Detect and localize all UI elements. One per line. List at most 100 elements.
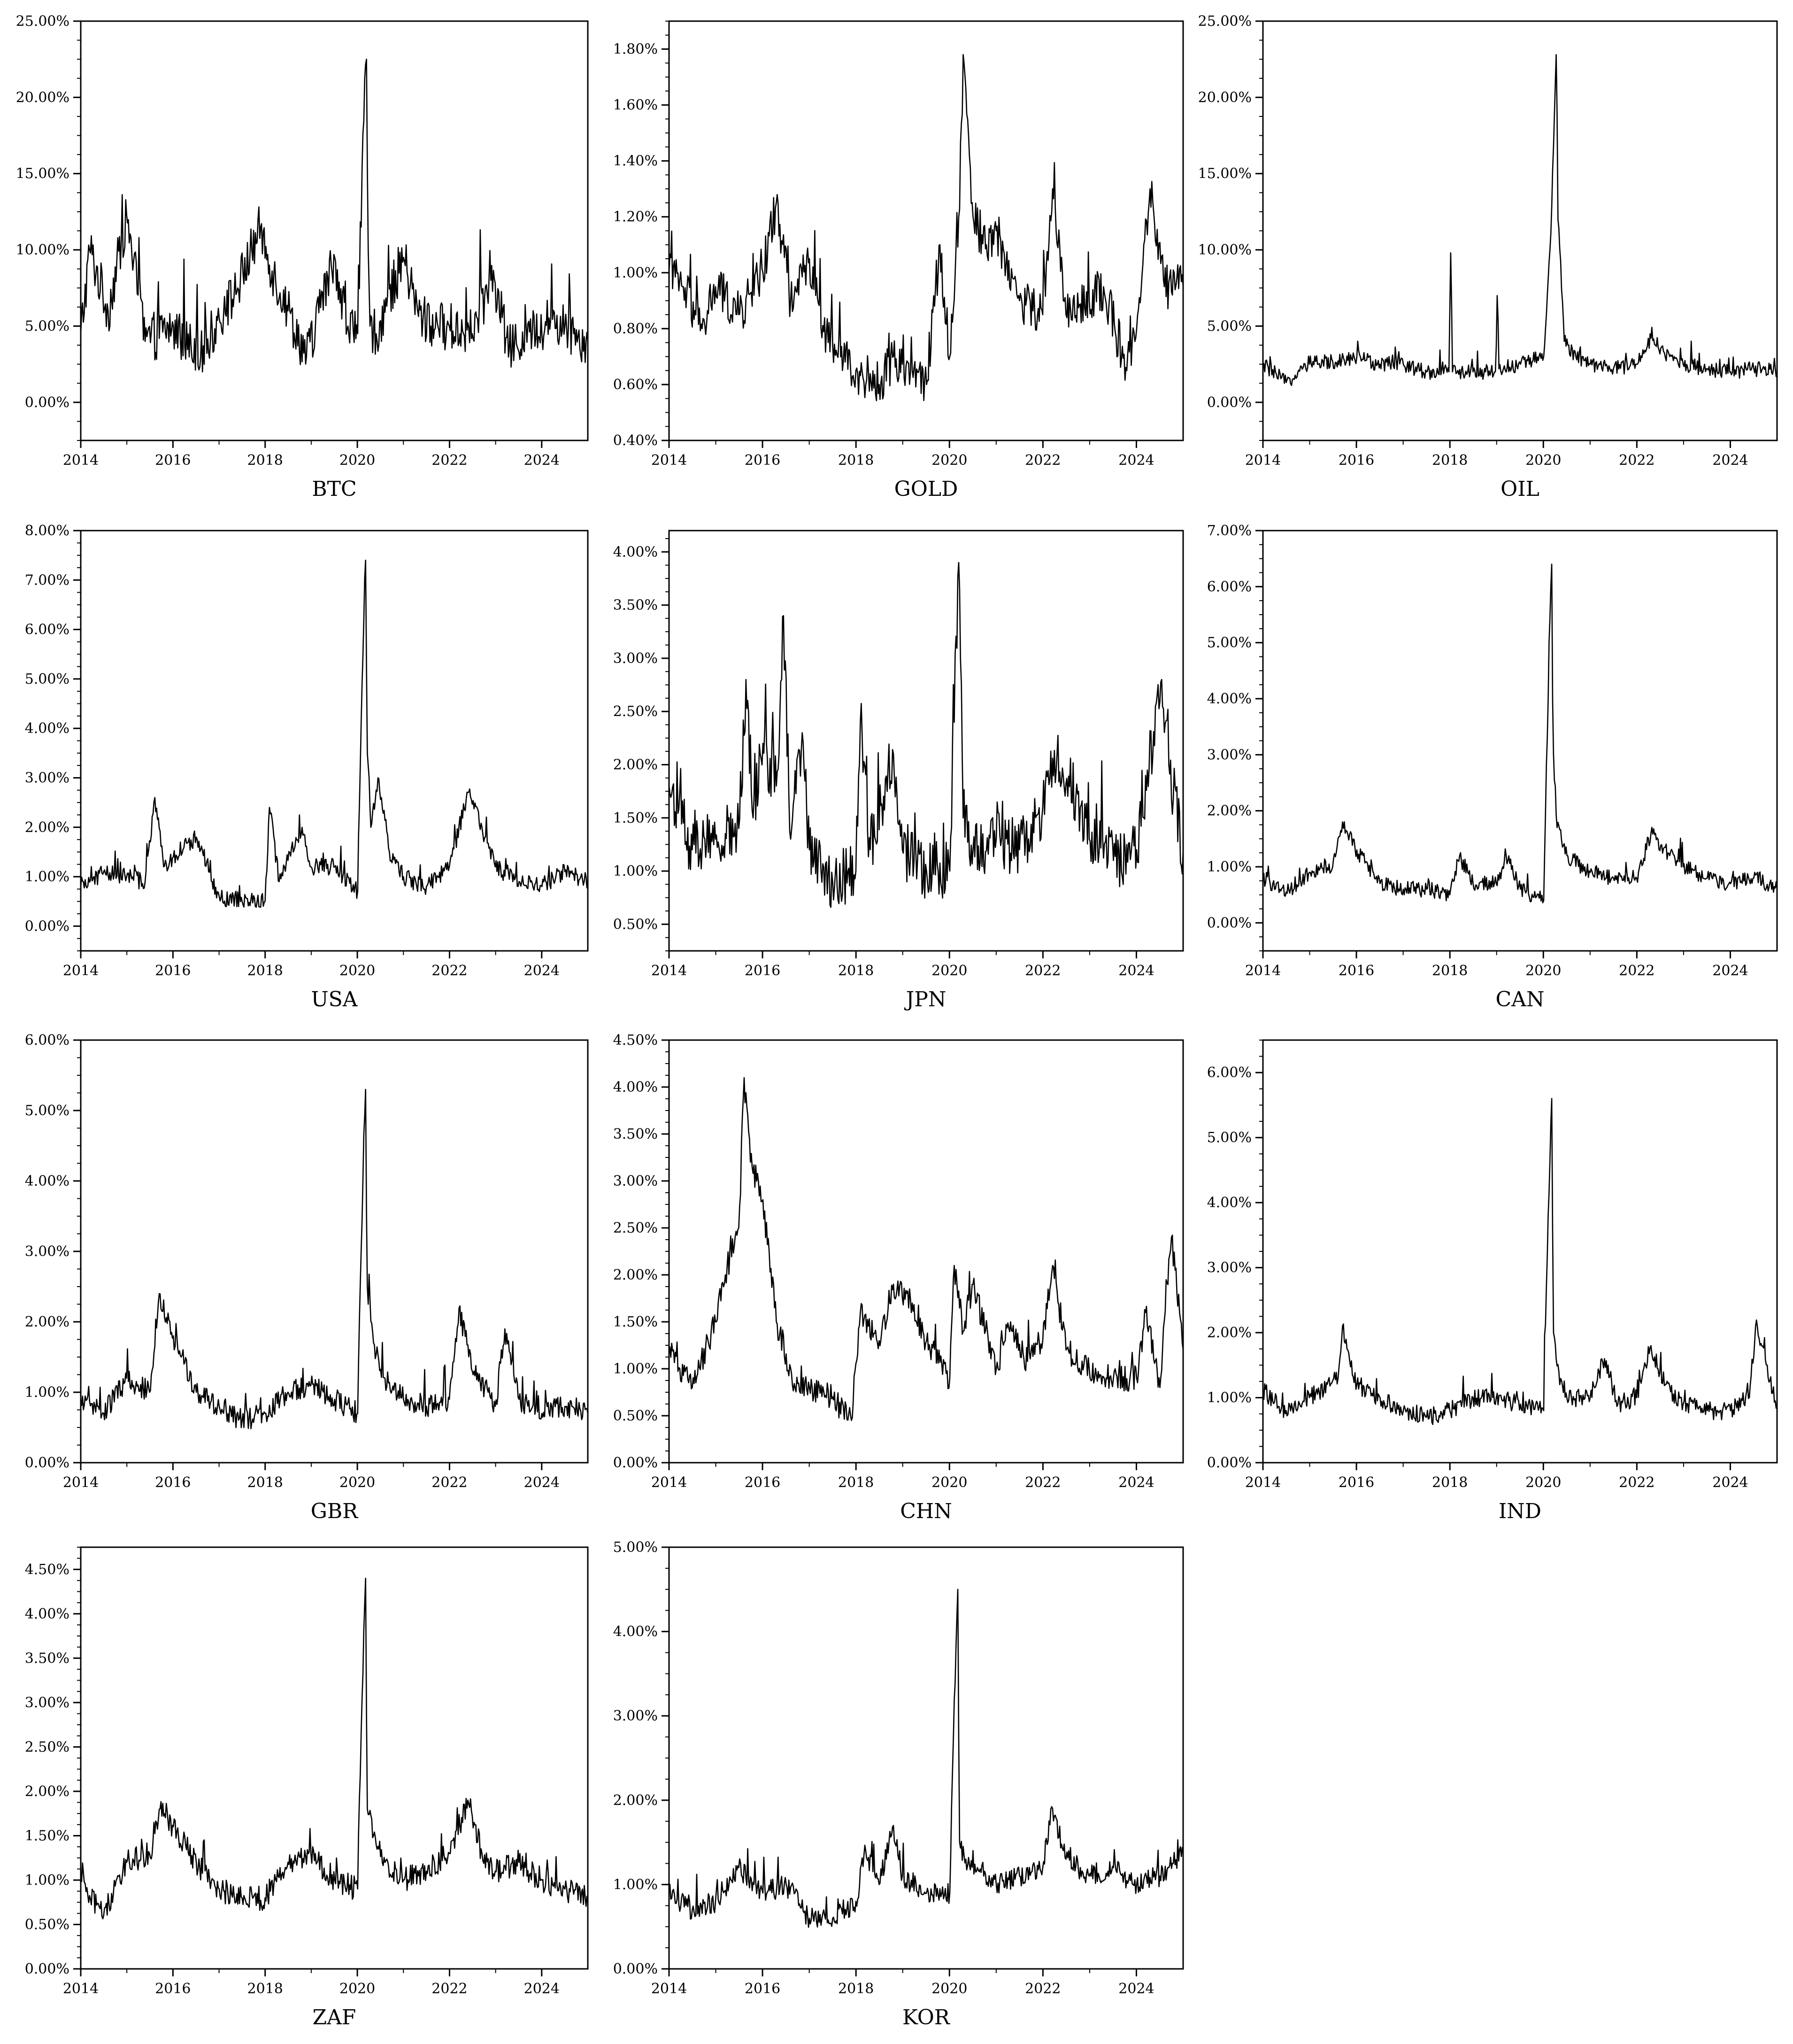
- panel-title: KOR: [902, 2005, 951, 2029]
- x-tick-label: 2024: [1712, 963, 1748, 979]
- x-tick-label: 2016: [155, 963, 191, 979]
- panel-title: CAN: [1496, 987, 1545, 1011]
- x-tick-label: 2020: [339, 963, 375, 979]
- y-tick-label: 1.00%: [613, 863, 658, 879]
- x-tick-label: 2016: [1339, 963, 1374, 979]
- y-tick-label: 4.50%: [25, 1561, 69, 1578]
- x-tick-label: 2020: [931, 1474, 967, 1491]
- x-tick-label: 2014: [651, 452, 687, 469]
- series-line: [1262, 563, 1778, 903]
- y-tick-label: 1.00%: [613, 1876, 658, 1893]
- series-line: [80, 1577, 589, 1920]
- panel-chn: 0.00% 0.50% 1.00% 1.50% 2.00% 2.50% 3.00% 3.50%…: [613, 1032, 1184, 1523]
- y-tick-label: 1.60%: [613, 97, 658, 114]
- y-tick-label: 4.00%: [613, 1079, 658, 1095]
- series-line: [668, 1589, 1184, 1928]
- x-tick-label: 2016: [745, 963, 780, 979]
- y-tick-label: 4.50%: [613, 1032, 658, 1049]
- panel-title: ZAF: [313, 2005, 356, 2029]
- x-tick-label: 2018: [1432, 1474, 1468, 1491]
- series-line: [668, 1077, 1184, 1421]
- plot-frame: [668, 530, 1184, 952]
- y-tick-label: 25.00%: [16, 13, 69, 30]
- x-tick-label: 2024: [1712, 1474, 1748, 1491]
- x-tick-label: 2024: [1118, 452, 1154, 469]
- series-line: [80, 559, 589, 908]
- y-tick-label: 5.00%: [25, 318, 69, 334]
- y-tick-label: 20.00%: [16, 89, 69, 106]
- x-tick-label: 2016: [745, 452, 780, 469]
- x-tick-label: 2020: [1525, 1474, 1561, 1491]
- y-tick-label: 4.00%: [25, 1173, 69, 1189]
- y-tick-label: 0.50%: [613, 1408, 658, 1424]
- y-tick-label: 2.00%: [25, 1314, 69, 1330]
- series-line: [668, 562, 1184, 908]
- x-tick-label: 2022: [431, 452, 467, 469]
- y-tick-label: 5.00%: [1207, 318, 1252, 334]
- y-tick-label: 0.00%: [1207, 394, 1252, 411]
- x-tick-label: 2014: [63, 1474, 99, 1491]
- x-tick-label: 2022: [1619, 963, 1654, 979]
- x-tick-label: 2018: [247, 1981, 283, 1997]
- y-tick-label: 2.00%: [25, 1783, 69, 1800]
- x-tick-label: 2022: [1025, 452, 1061, 469]
- plot-frame: [80, 20, 589, 441]
- y-tick-label: 2.50%: [25, 1739, 69, 1755]
- y-tick-label: 1.00%: [1207, 859, 1252, 875]
- y-tick-label: 1.00%: [25, 1384, 69, 1401]
- y-tick-label: 0.50%: [25, 1916, 69, 1933]
- x-tick-label: 2016: [155, 1474, 191, 1491]
- y-tick-label: 7.00%: [1207, 523, 1252, 539]
- x-tick-label: 2022: [1619, 452, 1654, 469]
- x-tick-label: 2020: [339, 1981, 375, 1997]
- x-tick-label: 2018: [838, 1474, 874, 1491]
- series-line: [1262, 54, 1778, 386]
- x-tick-label: 2016: [1339, 452, 1374, 469]
- y-tick-label: 3.00%: [25, 1243, 69, 1260]
- y-tick-label: 4.00%: [25, 1606, 69, 1622]
- y-tick-label: 4.00%: [1207, 691, 1252, 707]
- y-tick-label: 3.00%: [25, 770, 69, 786]
- x-tick-label: 2024: [524, 452, 560, 469]
- x-tick-label: 2016: [1339, 1474, 1374, 1491]
- x-tick-label: 2014: [1245, 1474, 1281, 1491]
- y-tick-label: 3.50%: [613, 597, 658, 614]
- panel-title: CHN: [900, 1499, 952, 1523]
- y-tick-label: 0.00%: [25, 394, 69, 411]
- y-tick-label: 0.00%: [25, 1961, 69, 1977]
- x-tick-label: 2020: [339, 1474, 375, 1491]
- y-tick-label: 1.00%: [25, 1872, 69, 1889]
- panel-gbr: 0.00% 1.00% 2.00% 3.00% 4.00% 5.00% 6.00% 2014 2…: [25, 1032, 589, 1523]
- x-tick-label: 2024: [524, 1981, 560, 1997]
- x-tick-label: 2016: [745, 1981, 780, 1997]
- x-tick-label: 2018: [838, 1981, 874, 1997]
- panel-kor: 0.00% 1.00% 2.00% 3.00% 4.00% 5.00% 2014 2016 20…: [613, 1539, 1184, 2029]
- panel-can: 0.00% 1.00% 2.00% 3.00% 4.00% 5.00% 6.00% 7.00%…: [1207, 523, 1778, 1011]
- y-tick-label: 25.00%: [1198, 13, 1252, 30]
- y-tick-label: 2.50%: [613, 703, 658, 720]
- x-tick-label: 2014: [651, 1981, 687, 1997]
- x-tick-label: 2014: [1245, 963, 1281, 979]
- y-tick-label: 1.00%: [25, 869, 69, 885]
- y-tick-label: 5.00%: [25, 1103, 69, 1119]
- y-tick-label: 5.00%: [613, 1539, 658, 1556]
- y-tick-label: 2.00%: [25, 819, 69, 836]
- y-tick-label: 3.50%: [613, 1126, 658, 1142]
- x-tick-label: 2020: [1525, 452, 1561, 469]
- x-tick-label: 2018: [247, 963, 283, 979]
- y-tick-label: 3.00%: [1207, 1260, 1252, 1276]
- plot-frame: [80, 1546, 589, 1970]
- y-tick-label: 4.00%: [1207, 1195, 1252, 1211]
- x-tick-label: 2020: [931, 452, 967, 469]
- x-tick-label: 2016: [155, 452, 191, 469]
- y-tick-label: 2.50%: [613, 1220, 658, 1236]
- panel-title: JPN: [904, 987, 947, 1011]
- plot-frame: [668, 1546, 1184, 1970]
- y-tick-label: 3.00%: [25, 1695, 69, 1711]
- x-tick-label: 2020: [931, 963, 967, 979]
- x-tick-label: 2016: [155, 1981, 191, 1997]
- x-tick-label: 2024: [1712, 452, 1748, 469]
- panel-btc: 0.00% 5.00% 10.00% 15.00% 20.00% 25.00% 2014 20…: [16, 13, 589, 501]
- series-line: [80, 1088, 589, 1429]
